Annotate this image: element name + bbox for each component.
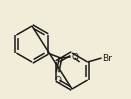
Text: Br: Br [103, 53, 112, 62]
Text: O: O [54, 76, 61, 85]
Text: O: O [71, 52, 78, 61]
